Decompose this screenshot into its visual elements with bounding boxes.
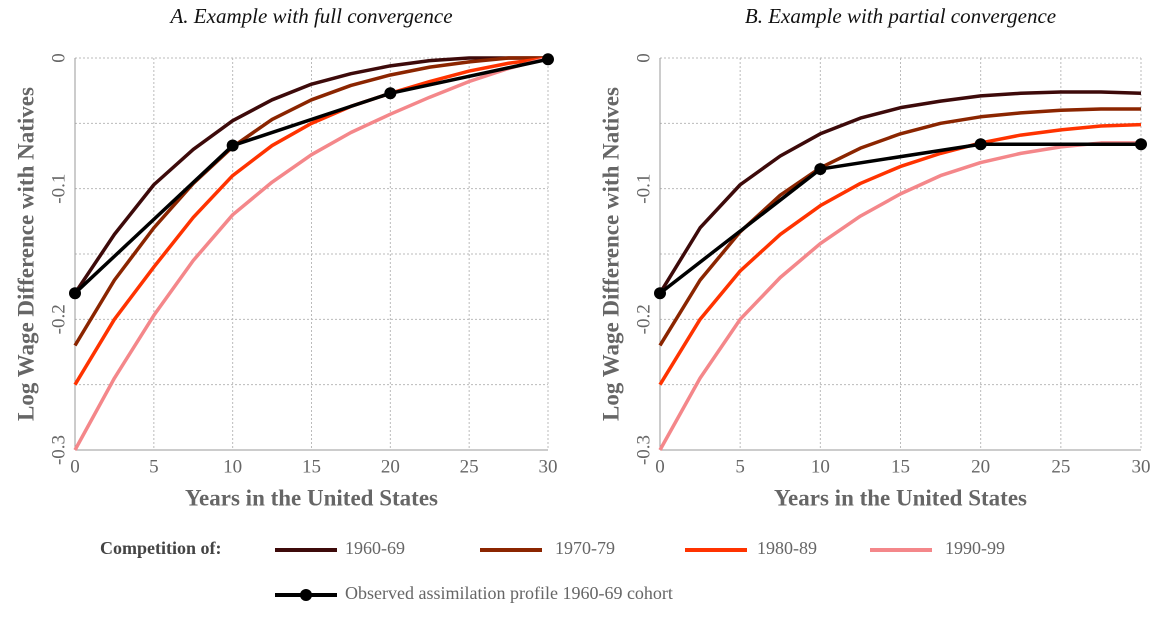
observed-point	[974, 138, 987, 151]
x-tick-label: 10	[811, 456, 830, 477]
y-tick-label: -0.3	[633, 435, 654, 465]
x-tick-label: 25	[1051, 456, 1070, 477]
observed-point	[814, 163, 827, 176]
y-tick-label: -0.3	[48, 435, 69, 465]
observed-line	[658, 142, 1141, 295]
x-tick-label: 5	[149, 456, 159, 477]
chart-title: B. Example with partial convergence	[745, 4, 1056, 28]
x-tick-label: 30	[539, 456, 558, 477]
observed-point	[1135, 138, 1147, 151]
series-line	[73, 56, 549, 386]
legend-label: 1960-69	[345, 538, 405, 558]
series-line	[658, 141, 1141, 451]
observed-point	[384, 87, 397, 100]
y-tick-label: 0	[48, 53, 69, 63]
x-tick-label: 15	[891, 456, 910, 477]
observed-point	[542, 53, 554, 66]
series-line	[658, 122, 1142, 386]
legend-label: 1980-89	[757, 538, 817, 558]
observed-line	[73, 57, 549, 295]
x-tick-label: 10	[223, 456, 242, 477]
x-tick-label: 25	[460, 456, 479, 477]
x-tick-label: 0	[655, 456, 665, 477]
legend-title: Competition of:	[100, 538, 221, 558]
x-tick-label: 30	[1132, 456, 1151, 477]
legend-label: 1990-99	[945, 538, 1005, 558]
series-line	[658, 90, 1142, 295]
y-tick-label: 0	[633, 53, 654, 63]
x-tick-label: 15	[302, 456, 321, 477]
series-line	[73, 56, 549, 451]
x-tick-label: 0	[70, 456, 80, 477]
y-tick-label: -0.2	[633, 304, 654, 334]
observed-point	[69, 287, 81, 300]
y-tick-label: -0.1	[48, 174, 69, 204]
y-axis-label: Log Wage Difference with Natives	[598, 87, 623, 421]
x-axis-label: Years in the United States	[185, 485, 438, 510]
series-line	[73, 56, 548, 295]
observed-point	[226, 139, 239, 152]
x-tick-label: 20	[971, 456, 990, 477]
legend-swatch	[300, 589, 312, 601]
series-line	[73, 56, 548, 347]
x-axis-label: Years in the United States	[774, 485, 1027, 510]
y-axis-label: Log Wage Difference with Natives	[13, 87, 38, 421]
y-tick-label: -0.1	[633, 174, 654, 204]
x-tick-label: 20	[381, 456, 400, 477]
legend-label: 1970-79	[555, 538, 615, 558]
legend-label: Observed assimilation profile 1960-69 co…	[345, 583, 673, 603]
x-tick-label: 5	[735, 456, 745, 477]
chart-title: A. Example with full convergence	[168, 4, 452, 28]
observed-point	[654, 287, 666, 300]
y-tick-label: -0.2	[48, 304, 69, 334]
